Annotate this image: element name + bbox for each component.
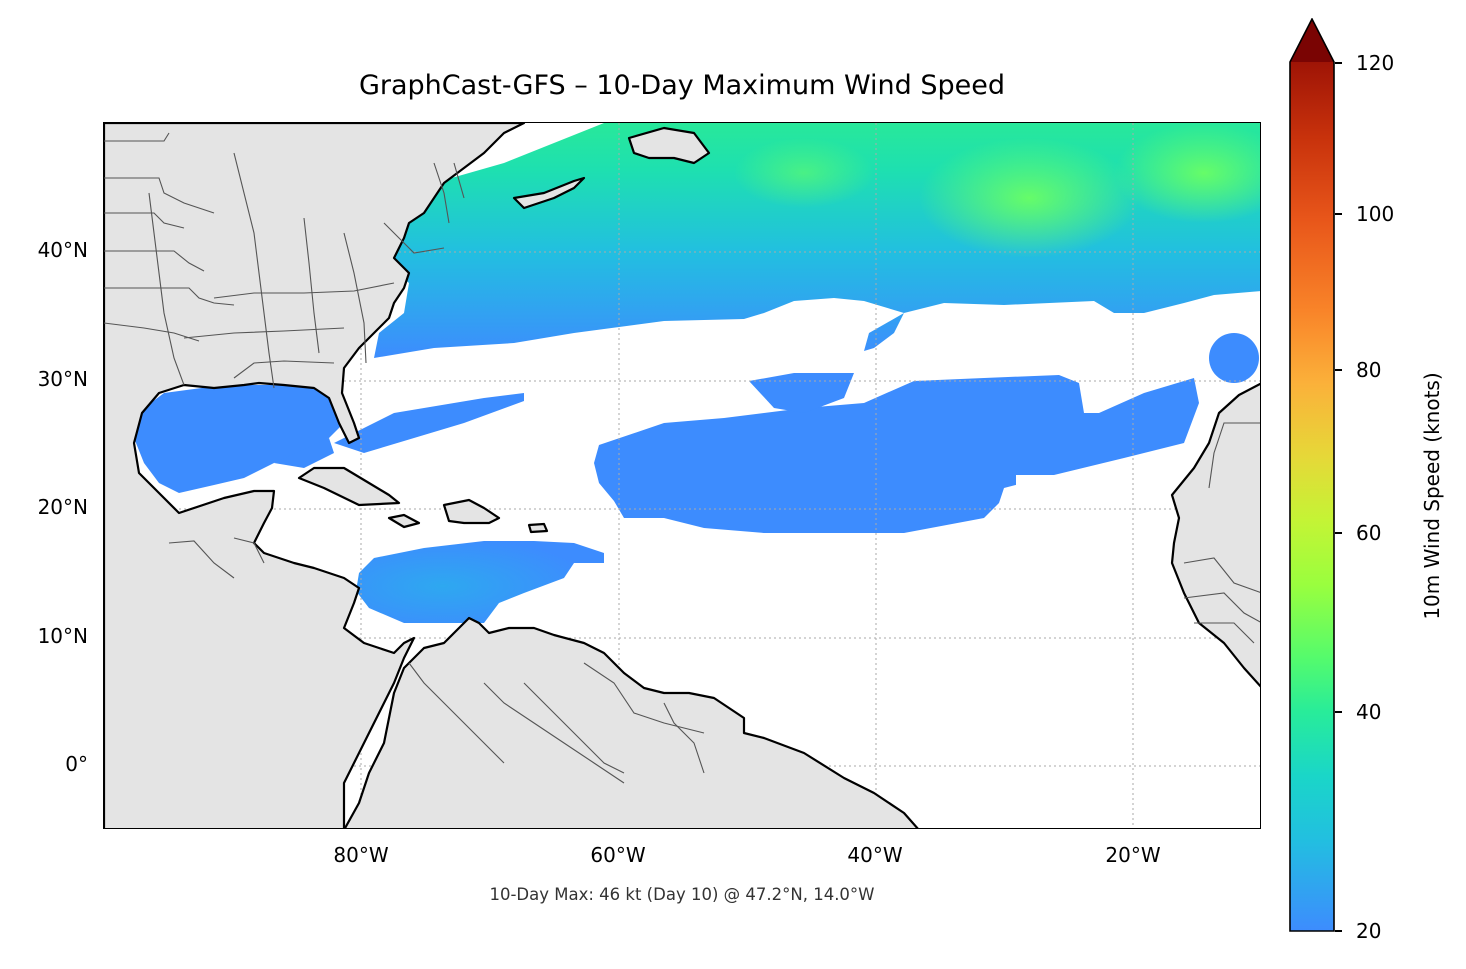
lon-tick-60w: 60°W xyxy=(590,843,646,867)
colorbar xyxy=(1289,18,1335,932)
lat-tick-30n: 30°N xyxy=(37,367,88,391)
gulf-of-mexico-wind xyxy=(134,385,344,493)
political-borders xyxy=(104,132,1260,784)
lon-tick-80w: 80°W xyxy=(333,843,389,867)
lon-tick-20w: 20°W xyxy=(1105,843,1161,867)
max-wind-annotation: 10-Day Max: 46 kt (Day 10) @ 47.2°N, 14.… xyxy=(489,885,875,904)
lat-tick-40n: 40°N xyxy=(37,238,88,262)
cb-tickmark-60 xyxy=(1335,532,1342,534)
cuba-land xyxy=(297,466,401,507)
cb-tickmark-40 xyxy=(1335,711,1342,713)
south-america-land xyxy=(343,616,919,828)
cb-tickmark-100 xyxy=(1335,213,1342,215)
cb-tick-20: 20 xyxy=(1356,919,1382,943)
cb-tickmark-120 xyxy=(1335,62,1342,64)
lat-tick-10n: 10°N xyxy=(37,624,88,648)
hispaniola-land xyxy=(442,498,501,525)
africa-land xyxy=(1170,382,1260,688)
north-atlantic-wind-field xyxy=(374,123,1260,383)
chart-title: GraphCast-GFS – 10-Day Maximum Wind Spee… xyxy=(358,70,1006,101)
newfoundland-land xyxy=(627,126,711,165)
puerto-rico-land xyxy=(527,522,549,534)
lat-tick-0: 0° xyxy=(65,752,88,776)
land-masses xyxy=(104,123,1260,828)
caribbean-wind xyxy=(356,541,604,623)
cb-tick-60: 60 xyxy=(1356,521,1382,545)
tropical-atlantic-wind xyxy=(594,373,1199,533)
cb-tick-40: 40 xyxy=(1356,700,1382,724)
wind-speed-map xyxy=(104,123,1260,828)
cb-tick-120: 120 xyxy=(1356,51,1395,75)
gulf-of-mexico-wind-east xyxy=(274,438,334,468)
jamaica-land xyxy=(387,513,421,529)
lon-tick-40w: 40°W xyxy=(847,843,903,867)
cb-tickmark-20 xyxy=(1335,930,1342,932)
north-america-land xyxy=(104,123,526,828)
cb-tick-80: 80 xyxy=(1356,358,1382,382)
cb-tickmark-80 xyxy=(1335,369,1342,371)
colorbar-label: 10m Wind Speed (knots) xyxy=(1420,372,1444,620)
cb-tick-100: 100 xyxy=(1356,202,1395,226)
lat-tick-20n: 20°N xyxy=(37,495,88,519)
gridlines xyxy=(104,123,1260,828)
nova-scotia-land xyxy=(512,176,586,210)
bahamas-wind xyxy=(334,393,524,453)
map-panel xyxy=(103,122,1261,829)
